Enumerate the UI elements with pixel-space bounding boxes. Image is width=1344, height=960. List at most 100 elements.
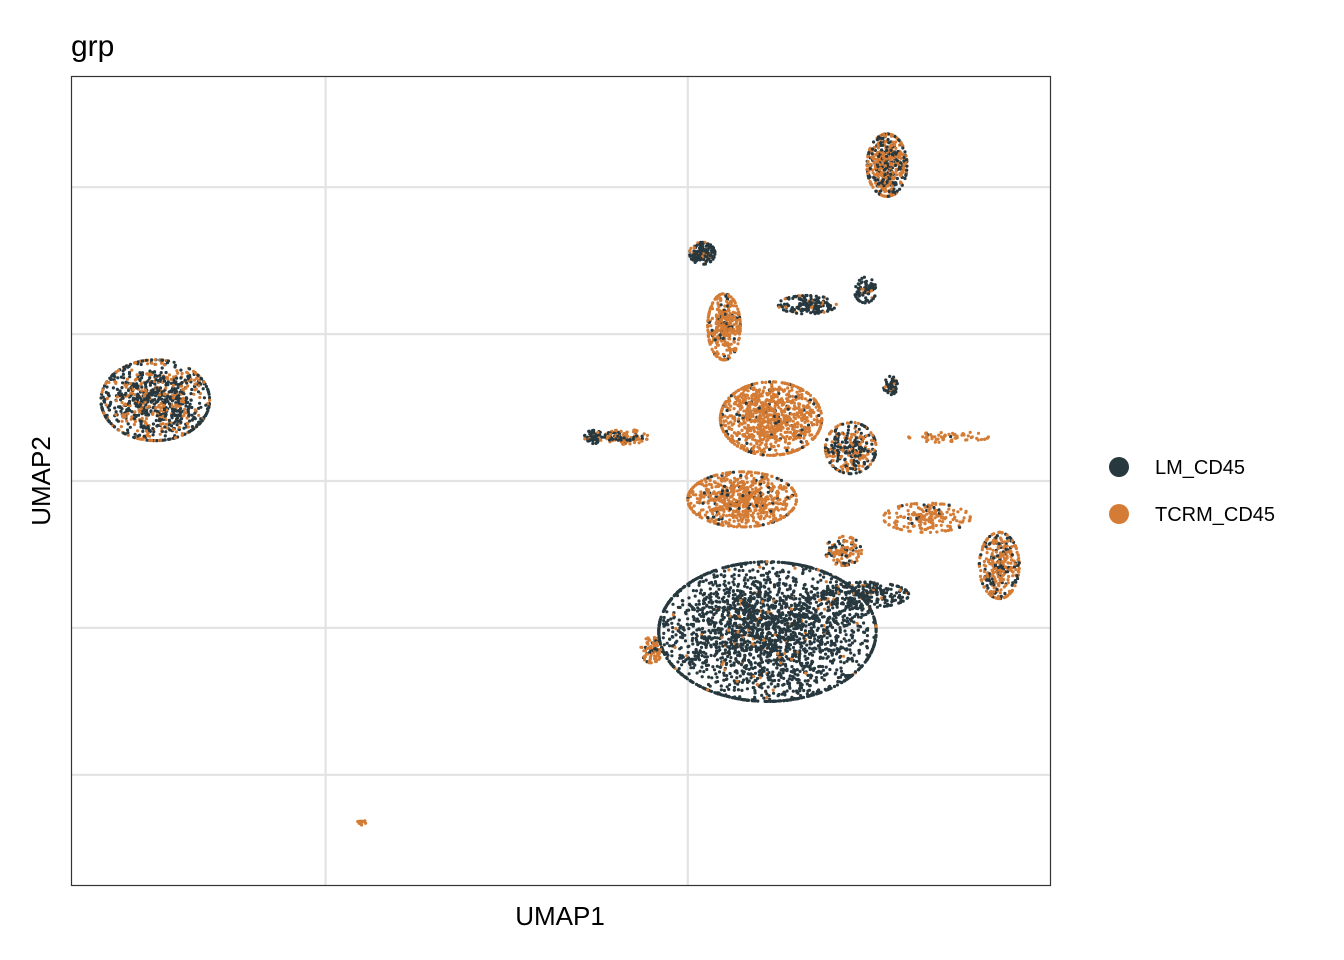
point-LM_CD45 — [782, 302, 787, 306]
point-LM_CD45 — [775, 570, 779, 575]
point-LM_CD45 — [988, 534, 992, 539]
point-LM_CD45 — [207, 395, 212, 400]
point-LM_CD45 — [791, 645, 796, 650]
point-TCRM_CD45 — [816, 568, 820, 572]
point-TCRM_CD45 — [193, 382, 197, 386]
point-LM_CD45 — [836, 539, 841, 544]
point-LM_CD45 — [816, 591, 820, 595]
point-LM_CD45 — [840, 440, 845, 444]
point-TCRM_CD45 — [642, 432, 646, 436]
point-LM_CD45 — [674, 633, 678, 637]
point-LM_CD45 — [843, 451, 848, 455]
point-TCRM_CD45 — [751, 437, 755, 441]
point-TCRM_CD45 — [906, 509, 910, 513]
point-LM_CD45 — [828, 592, 832, 597]
point-TCRM_CD45 — [803, 433, 807, 437]
point-LM_CD45 — [979, 553, 983, 557]
point-LM_CD45 — [682, 659, 687, 664]
point-LM_CD45 — [102, 384, 107, 388]
point-TCRM_CD45 — [1015, 550, 1019, 555]
point-LM_CD45 — [784, 614, 788, 618]
point-LM_CD45 — [707, 600, 711, 604]
point-TCRM_CD45 — [740, 443, 744, 447]
point-LM_CD45 — [745, 687, 750, 691]
point-LM_CD45 — [691, 642, 695, 646]
point-LM_CD45 — [113, 406, 117, 410]
point-TCRM_CD45 — [817, 406, 822, 410]
point-LM_CD45 — [179, 376, 183, 380]
point-LM_CD45 — [793, 631, 797, 636]
point-TCRM_CD45 — [758, 565, 762, 569]
point-LM_CD45 — [662, 615, 666, 620]
point-TCRM_CD45 — [745, 485, 750, 490]
point-TCRM_CD45 — [803, 429, 807, 433]
point-TCRM_CD45 — [144, 417, 149, 421]
point-LM_CD45 — [816, 580, 820, 584]
point-TCRM_CD45 — [731, 491, 735, 495]
point-TCRM_CD45 — [182, 413, 186, 417]
point-LM_CD45 — [870, 152, 874, 156]
point-TCRM_CD45 — [775, 387, 780, 392]
point-TCRM_CD45 — [732, 525, 736, 529]
point-LM_CD45 — [780, 692, 784, 696]
point-LM_CD45 — [190, 425, 194, 429]
point-TCRM_CD45 — [755, 381, 759, 385]
point-LM_CD45 — [760, 475, 764, 479]
point-TCRM_CD45 — [790, 388, 794, 392]
point-TCRM_CD45 — [907, 529, 911, 533]
point-TCRM_CD45 — [925, 512, 929, 516]
point-LM_CD45 — [160, 429, 164, 434]
point-LM_CD45 — [677, 618, 681, 622]
point-LM_CD45 — [789, 670, 793, 674]
point-LM_CD45 — [707, 629, 711, 633]
point-LM_CD45 — [166, 380, 170, 384]
point-LM_CD45 — [112, 425, 117, 429]
point-TCRM_CD45 — [126, 412, 130, 416]
point-LM_CD45 — [890, 583, 895, 587]
point-LM_CD45 — [737, 569, 741, 573]
point-TCRM_CD45 — [721, 342, 725, 347]
point-TCRM_CD45 — [145, 372, 149, 376]
point-TCRM_CD45 — [740, 428, 744, 432]
point-LM_CD45 — [722, 688, 727, 693]
point-LM_CD45 — [755, 640, 760, 644]
point-LM_CD45 — [737, 437, 741, 441]
point-LM_CD45 — [712, 668, 717, 672]
point-LM_CD45 — [739, 474, 743, 478]
point-TCRM_CD45 — [735, 483, 740, 488]
point-LM_CD45 — [804, 620, 808, 624]
point-TCRM_CD45 — [872, 448, 876, 452]
point-LM_CD45 — [583, 434, 587, 438]
point-TCRM_CD45 — [685, 654, 689, 658]
point-LM_CD45 — [686, 650, 690, 655]
point-TCRM_CD45 — [894, 146, 898, 150]
point-LM_CD45 — [857, 651, 861, 655]
point-TCRM_CD45 — [876, 157, 880, 161]
point-TCRM_CD45 — [760, 380, 765, 384]
point-LM_CD45 — [765, 655, 769, 659]
point-LM_CD45 — [808, 569, 812, 573]
point-LM_CD45 — [762, 696, 766, 700]
point-LM_CD45 — [932, 506, 936, 510]
point-TCRM_CD45 — [755, 442, 759, 446]
point-LM_CD45 — [806, 605, 810, 609]
point-LM_CD45 — [717, 596, 721, 600]
point-LM_CD45 — [725, 674, 729, 678]
point-LM_CD45 — [723, 579, 727, 583]
point-LM_CD45 — [782, 594, 786, 598]
point-TCRM_CD45 — [968, 430, 972, 434]
point-LM_CD45 — [714, 672, 718, 676]
point-TCRM_CD45 — [778, 425, 782, 429]
point-LM_CD45 — [662, 618, 666, 623]
point-LM_CD45 — [892, 187, 896, 191]
point-TCRM_CD45 — [795, 390, 799, 394]
point-LM_CD45 — [821, 665, 825, 669]
point-LM_CD45 — [708, 635, 712, 639]
point-TCRM_CD45 — [855, 559, 859, 563]
point-LM_CD45 — [711, 600, 715, 604]
point-LM_CD45 — [802, 586, 806, 591]
point-LM_CD45 — [820, 624, 824, 628]
point-TCRM_CD45 — [848, 553, 852, 558]
point-LM_CD45 — [789, 603, 794, 608]
point-LM_CD45 — [107, 408, 112, 412]
